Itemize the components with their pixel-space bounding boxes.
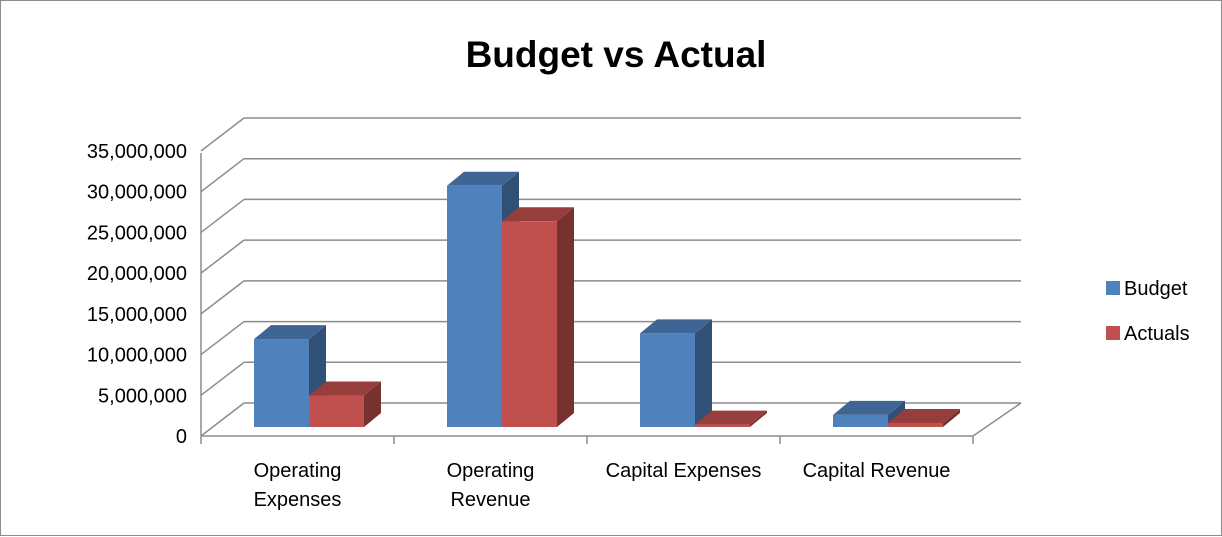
legend-swatch-budget <box>1106 281 1120 295</box>
x-category-label: Operating <box>447 460 535 482</box>
gridline-side <box>200 402 245 437</box>
y-tick-label: 20,000,000 <box>87 263 187 285</box>
bars <box>254 171 960 427</box>
chart-title: Budget vs Actual <box>466 34 767 75</box>
x-category-label: Capital Expenses <box>606 460 762 482</box>
x-category-label: Expenses <box>254 489 342 511</box>
bar-actuals <box>695 424 750 427</box>
bar-budget <box>254 339 309 427</box>
bar-top-budget <box>833 400 905 415</box>
legend-swatch-actuals <box>1106 326 1120 340</box>
legend-label-actuals: Actuals <box>1124 323 1190 345</box>
bar-side-actuals <box>557 207 574 427</box>
x-category-label: Capital Revenue <box>803 460 951 482</box>
gridline-side <box>200 158 245 193</box>
y-tick-label: 25,000,000 <box>87 222 187 244</box>
gridline-side <box>200 117 245 152</box>
bar-top-budget <box>640 319 712 334</box>
bar-actuals <box>888 422 943 427</box>
gridline-side <box>200 320 245 356</box>
bar-side-actuals <box>750 410 767 427</box>
bar-budget <box>640 333 695 427</box>
x-category-label: Revenue <box>450 489 530 511</box>
bar-top-actuals <box>695 410 767 425</box>
bar-actuals <box>309 395 364 427</box>
bar-top-budget <box>254 325 326 340</box>
bar-top-actuals <box>309 381 381 396</box>
gridline-side <box>200 239 245 274</box>
bar-side-budget <box>695 319 712 427</box>
legend-label-budget: Budget <box>1124 278 1188 300</box>
bar-side-actuals <box>364 381 381 427</box>
bar-side-actuals <box>943 408 960 427</box>
bar-top-actuals <box>888 408 960 423</box>
y-axis-ticks: 0 5,000,000 10,000,000 15,000,000 20,000,000… <box>87 141 187 448</box>
y-tick-label: 35,000,000 <box>87 141 187 163</box>
bar-top-budget <box>447 171 519 186</box>
y-tick-label: 5,000,000 <box>98 385 187 407</box>
bar-budget <box>833 414 888 427</box>
y-tick-label: 30,000,000 <box>87 182 187 204</box>
gridline-side <box>200 361 245 396</box>
x-category-label: Operating <box>254 460 342 482</box>
gridline-side <box>200 198 245 234</box>
gridline-side <box>200 280 245 315</box>
bar-budget <box>447 185 502 427</box>
bar-actuals <box>502 221 557 427</box>
y-tick-label: 10,000,000 <box>87 345 187 367</box>
gridlines <box>200 117 1021 437</box>
x-axis-categories: Operating Expenses Operating Revenue Capital… <box>200 436 974 511</box>
y-tick-label: 0 <box>176 426 187 448</box>
legend: Budget Actuals <box>1106 278 1190 345</box>
y-tick-label: 15,000,000 <box>87 304 187 326</box>
bar-top-actuals <box>502 207 574 222</box>
floor-right-edge <box>972 402 1022 437</box>
